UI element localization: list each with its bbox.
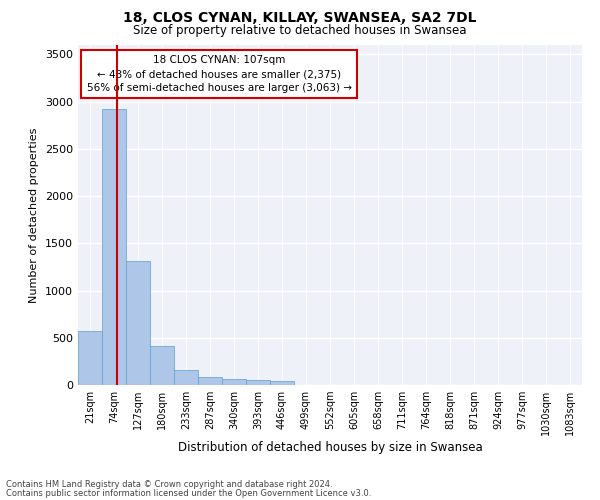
Bar: [222, 380, 246, 385]
Text: Size of property relative to detached houses in Swansea: Size of property relative to detached ho…: [133, 24, 467, 37]
Bar: [174, 370, 198, 385]
Bar: [78, 331, 102, 385]
Text: 18, CLOS CYNAN, KILLAY, SWANSEA, SA2 7DL: 18, CLOS CYNAN, KILLAY, SWANSEA, SA2 7DL: [123, 11, 477, 25]
Y-axis label: Number of detached properties: Number of detached properties: [29, 128, 40, 302]
Bar: [150, 346, 174, 385]
Bar: [126, 262, 150, 385]
Text: Contains public sector information licensed under the Open Government Licence v3: Contains public sector information licen…: [6, 488, 371, 498]
Bar: [102, 109, 126, 385]
X-axis label: Distribution of detached houses by size in Swansea: Distribution of detached houses by size …: [178, 440, 482, 454]
Bar: [198, 378, 222, 385]
Bar: [246, 380, 270, 385]
Text: Contains HM Land Registry data © Crown copyright and database right 2024.: Contains HM Land Registry data © Crown c…: [6, 480, 332, 489]
Bar: [270, 381, 294, 385]
Text: 18 CLOS CYNAN: 107sqm
← 43% of detached houses are smaller (2,375)
56% of semi-d: 18 CLOS CYNAN: 107sqm ← 43% of detached …: [86, 55, 352, 93]
